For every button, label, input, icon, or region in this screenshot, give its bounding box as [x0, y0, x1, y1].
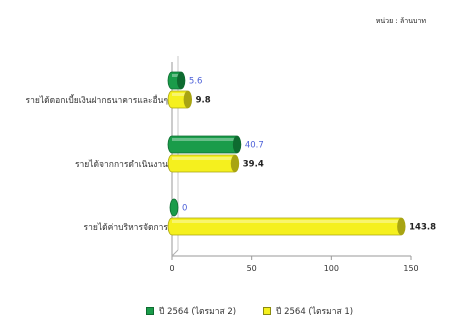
x-tick-label: 100: [324, 264, 339, 273]
legend-label-q1: ปี 2564 (ไตรมาส 1): [276, 304, 353, 318]
legend-item-q2: ปี 2564 (ไตรมาส 2): [146, 304, 236, 318]
bar-highlight: [172, 157, 235, 160]
legend-swatch-q1: [263, 307, 271, 315]
legend-swatch-q2: [146, 307, 154, 315]
bar-end-cap: [177, 72, 185, 89]
x-tick-label: 50: [247, 264, 257, 273]
floor-edge-line: [172, 250, 178, 256]
legend-label-q2: ปี 2564 (ไตรมาส 2): [159, 304, 236, 318]
category-label-operating-income: รายได้จากการดำเนินงาน: [75, 157, 168, 171]
data-label: 143.8: [409, 223, 436, 233]
bar-highlight: [172, 220, 401, 223]
data-label: 39.4: [243, 160, 264, 170]
category-label-management-fee-income: รายได้ค่าบริหารจัดการ: [84, 220, 168, 234]
bar-end-cap: [397, 218, 405, 235]
x-tick-label: 150: [403, 264, 418, 273]
bar-end-cap: [233, 136, 241, 153]
data-label: 5.6: [189, 77, 203, 87]
bar-end-cap: [231, 155, 239, 172]
data-label: 40.7: [245, 141, 264, 151]
bar-highlight: [172, 138, 237, 141]
legend-item-q1: ปี 2564 (ไตรมาส 1): [263, 304, 353, 318]
data-label: 0: [182, 204, 187, 214]
x-tick-label: 0: [169, 264, 174, 273]
bar-end-cap: [170, 199, 178, 216]
data-label: 9.8: [196, 96, 211, 106]
category-label-interest-income: รายได้ดอกเบี้ยเงินฝากธนาคารและอื่นๆ: [26, 93, 168, 107]
bar-chart: 0 50 100 150 5.6 9.8 40.7 39.4 0 143.8: [0, 0, 456, 300]
bar-end-cap: [184, 91, 192, 108]
